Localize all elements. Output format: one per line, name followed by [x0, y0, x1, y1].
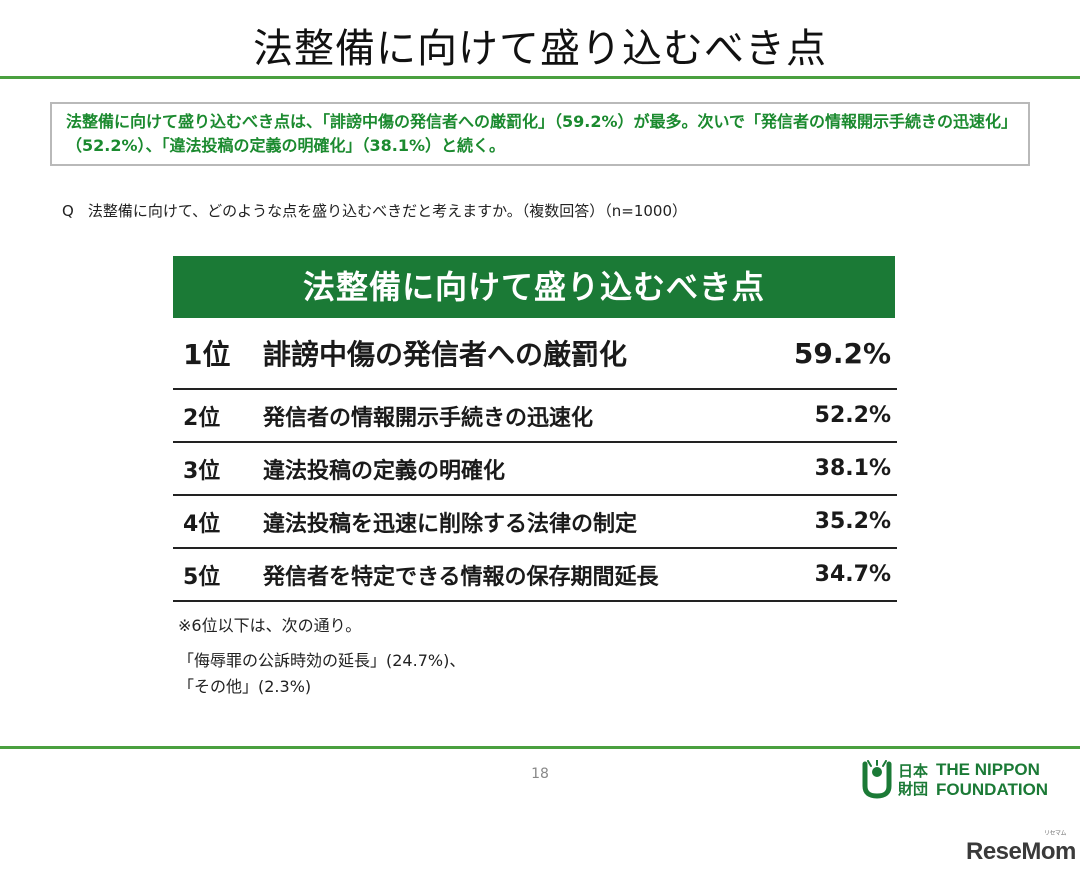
rank-percent: 35.2% [814, 509, 891, 534]
resemom-watermark: ReseMom リセマム [966, 831, 1076, 866]
rank-percent: 38.1% [814, 456, 891, 481]
page-number: 18 [531, 766, 549, 782]
rank-position: 2位 [183, 405, 221, 431]
rank-label: 違法投稿を迅速に削除する法律の制定 [263, 511, 638, 537]
rank-percent: 59.2% [793, 336, 891, 370]
page-title: 法整備に向けて盛り込むべき点 [253, 26, 827, 72]
bottom-divider [0, 746, 1080, 749]
nippon-foundation-logo: 日本 財団 THE NIPPON FOUNDATION [862, 760, 1048, 800]
rank-position: 1位 [183, 338, 231, 371]
ranking-row: 3位 違法投稿の定義の明確化 38.1% [173, 443, 897, 496]
rank-percent: 34.7% [814, 562, 891, 587]
rank-label: 発信者を特定できる情報の保存期間延長 [263, 564, 659, 590]
logo-jp-line: 日本 [898, 762, 929, 780]
logo-english: THE NIPPON FOUNDATION [936, 760, 1048, 800]
rank-position: 3位 [183, 458, 221, 484]
logo-en-line: FOUNDATION [936, 780, 1049, 799]
rank-position: 4位 [183, 511, 221, 537]
other-items: 「侮辱罪の公訴時効の延長」(24.7%)、 「その他」(2.3%) [178, 648, 465, 700]
summary-text: 法整備に向けて盛り込むべき点は、「誹謗中傷の発信者への厳罰化」（59.2%）が最… [66, 112, 1010, 155]
ranking-table: 1位 誹謗中傷の発信者への厳罰化 59.2% 2位 発信者の情報開示手続きの迅速… [173, 318, 897, 602]
other-item: 「侮辱罪の公訴時効の延長」(24.7%)、 [178, 651, 466, 670]
rank-label: 発信者の情報開示手続きの迅速化 [263, 405, 594, 431]
rank-label: 違法投稿の定義の明確化 [263, 458, 506, 484]
rank-percent: 52.2% [814, 403, 891, 428]
ranking-row: 4位 違法投稿を迅速に削除する法律の制定 35.2% [173, 496, 897, 549]
question: Q 法整備に向けて、どのような点を盛り込むべきだと考えますか。（複数回答）（n=1… [62, 200, 687, 221]
slide: 法整備に向けて盛り込むべき点 法整備に向けて盛り込むべき点は、「誹謗中傷の発信者… [0, 26, 1080, 800]
summary-box: 法整備に向けて盛り込むべき点は、「誹謗中傷の発信者への厳罰化」（59.2%）が最… [50, 102, 1030, 166]
rank-label: 誹謗中傷の発信者への厳罰化 [263, 338, 628, 371]
logo-japanese: 日本 財団 [898, 762, 928, 798]
other-item: 「その他」(2.3%) [178, 677, 312, 696]
ranking-row: 1位 誹謗中傷の発信者への厳罰化 59.2% [173, 318, 897, 390]
ranking-header: 法整備に向けて盛り込むべき点 [173, 256, 895, 318]
top-divider [0, 76, 1080, 79]
watermark-text: ReseMom [966, 838, 1076, 865]
rank-position: 5位 [183, 564, 221, 590]
question-text: 法整備に向けて、どのような点を盛り込むべきだと考えますか。（複数回答）（n=10… [87, 202, 688, 220]
logo-en-line: THE NIPPON [936, 760, 1040, 779]
footnote: ※6位以下は、次の通り。 [178, 616, 362, 635]
question-mark: Q [62, 202, 74, 220]
ranking-row: 2位 発信者の情報開示手続きの迅速化 52.2% [173, 390, 897, 443]
watermark-kana: リセマム [1044, 831, 1067, 837]
ranking-row: 5位 発信者を特定できる情報の保存期間延長 34.7% [173, 549, 897, 602]
logo-jp-line: 財団 [898, 780, 929, 798]
nippon-foundation-mark-icon [862, 760, 892, 799]
